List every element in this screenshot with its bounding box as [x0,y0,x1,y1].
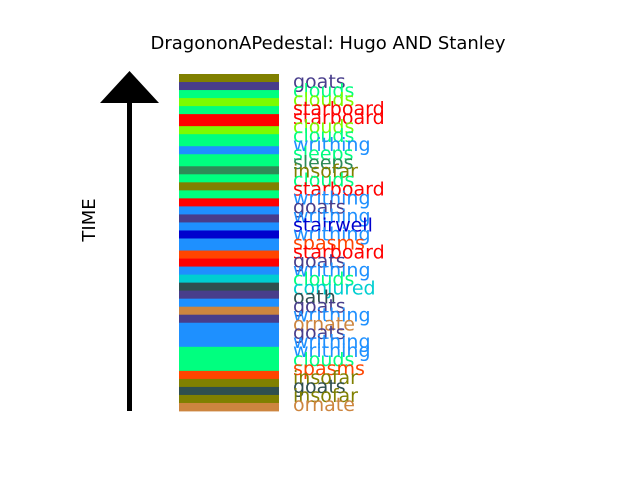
timeline-segment [179,182,279,191]
timeline-segment [179,238,279,251]
timeline-word-label: writhing [293,206,371,228]
timeline-word-label: starboard [293,107,385,129]
time-arrow [100,71,159,411]
timeline-word-label: clouds [293,89,354,111]
timeline-segment [179,306,279,316]
timeline-segment [179,338,279,348]
timeline-segment [179,314,279,324]
timeline-segment [179,394,279,404]
timeline-segment [179,146,279,155]
timeline-segment [179,258,279,267]
timeline-segment [179,266,279,275]
timeline-segment [179,370,279,380]
timeline-word-label: writhing [293,224,371,246]
timeline-word-label: insofar [293,385,358,407]
timeline-segment [179,206,279,215]
timeline-word-label: conjured [293,277,376,299]
timeline-word-label: spasms [293,358,365,380]
timeline-segment [179,134,279,147]
timeline-segment [179,126,279,135]
timeline-word-label: ornate [293,394,355,416]
timeline-segment [179,222,279,231]
timeline-segment [179,290,279,300]
timeline-word-label: goats [293,71,346,93]
timeline-segment [179,346,279,372]
timeline-segment [179,90,279,99]
timeline-segment [179,322,279,340]
timeline-segment [179,274,279,284]
chart-title: DragononAPedestal: Hugo AND Stanley [150,33,505,54]
timeline-word-label: clouds [293,268,354,290]
timeline-segment [179,98,279,107]
timeline-segment [179,82,279,91]
timeline-segment [179,166,279,175]
timeline-segment [179,74,279,83]
timeline-word-label: insofar [293,161,358,183]
time-axis-label: TIME [79,198,100,242]
timeline-segment [179,114,279,127]
timeline-word-label: ornate [293,313,355,335]
timeline-word-label: goats [293,197,346,219]
timeline-word-label: clouds [293,349,354,371]
timeline-word-label: writhing [293,304,371,326]
timeline-segment [179,378,279,388]
timeline-segment [179,402,279,412]
timeline-word-label: stairwell [293,215,373,237]
timeline-segment [179,282,279,292]
timeline-segment [179,174,279,183]
timeline-segment [179,230,279,239]
timeline-segment [179,190,279,199]
timeline-word-label: writhing [293,134,371,156]
time-arrow-shaft [127,100,132,411]
timeline-word-label: clouds [293,80,354,102]
timeline-segment [179,106,279,115]
timeline-segment [179,386,279,396]
timeline-word-label: starboard [293,179,385,201]
timeline-word-label: clouds [293,116,354,138]
timeline-word-label: insofar [293,367,358,389]
timeline-word-label: starboard [293,241,385,263]
timeline-segment [179,214,279,223]
timeline-segment [179,250,279,259]
time-arrow-head [100,71,159,103]
timeline-word-label: sleeps [293,152,354,174]
timeline-segment [179,154,279,167]
timeline-word-label: clouds [293,125,354,147]
timeline-labels: goatscloudscloudsstarboardstarboardcloud… [293,71,385,416]
timeline-segment [179,198,279,207]
timeline-word-label: sleeps [293,143,354,165]
timeline-word-label: goats [293,250,346,272]
timeline-word-label: writhing [293,259,371,281]
timeline-bar [179,74,279,412]
timeline-word-label: oath [293,286,336,308]
timeline-segment [179,298,279,308]
timeline-word-label: spasms [293,233,365,255]
timeline-word-label: goats [293,322,346,344]
timeline-word-label: clouds [293,170,354,192]
timeline-word-label: writhing [293,331,371,353]
timeline-word-label: goats [293,295,346,317]
timeline-word-label: starboard [293,98,385,120]
timeline-word-label: goats [293,376,346,398]
timeline-word-label: writhing [293,340,371,362]
timeline-word-label: writhing [293,188,371,210]
